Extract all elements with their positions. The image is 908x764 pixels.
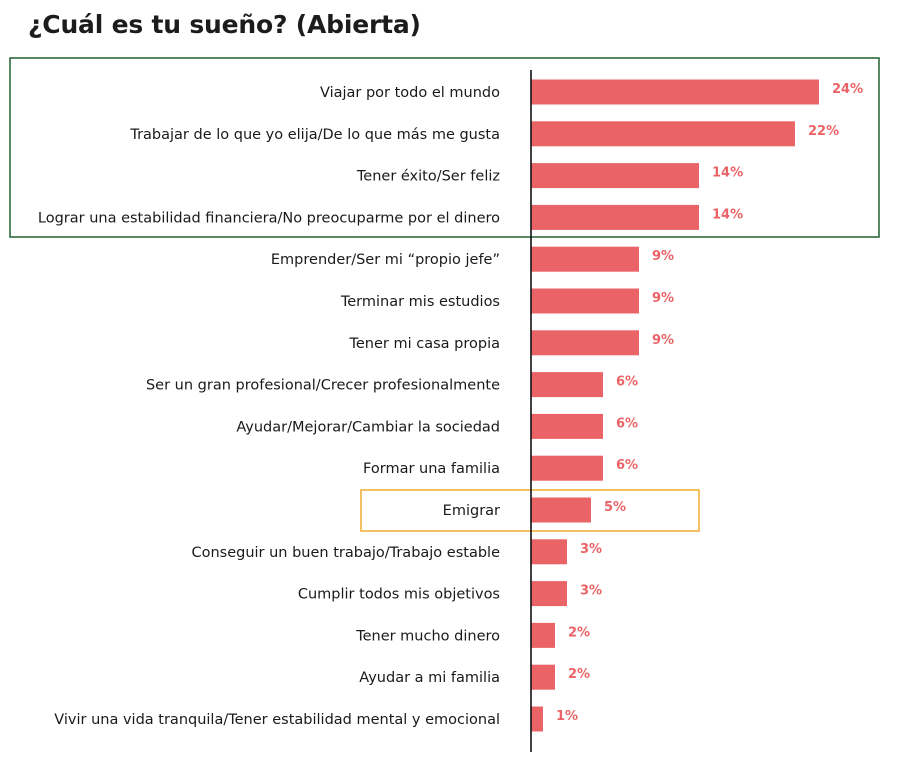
- bar: [531, 581, 567, 607]
- data-label: 9%: [652, 333, 674, 348]
- category-label: Tener mi casa propia: [348, 336, 500, 352]
- bar: [531, 706, 543, 732]
- category-label: Emigrar: [443, 503, 500, 519]
- bar: [531, 455, 603, 481]
- data-label: 5%: [604, 500, 626, 515]
- highlight-boxes: [9, 57, 880, 532]
- value-labels: 24% 22% 14% 14% 9% 9% 9% 6% 6% 6% 5% 3% 3% 2% 2% 1%: [556, 82, 863, 724]
- highlight-box: [9, 57, 880, 238]
- category-label: Terminar mis estudios: [340, 294, 500, 310]
- data-label: 24%: [832, 82, 863, 97]
- bar: [531, 539, 567, 565]
- bar: [531, 163, 699, 189]
- category-label: Ser un gran profesional/Crecer profesion…: [146, 378, 500, 394]
- category-label: Lograr una estabilidad financiera/No pre…: [38, 210, 500, 226]
- data-label: 3%: [580, 584, 602, 599]
- category-label: Ayudar a mi familia: [359, 670, 500, 686]
- chart-title: ¿Cuál es tu sueño? (Abierta): [28, 10, 421, 39]
- data-label: 14%: [712, 207, 743, 222]
- category-label: Tener éxito/Ser feliz: [356, 169, 500, 185]
- bar: [531, 121, 795, 147]
- data-label: 3%: [580, 542, 602, 557]
- data-label: 2%: [568, 625, 590, 640]
- bars: [531, 79, 819, 732]
- category-label: Trabajar de lo que yo elija/De lo que má…: [129, 127, 500, 143]
- data-label: 6%: [616, 458, 638, 473]
- category-label: Emprender/Ser mi “propio jefe”: [271, 252, 500, 268]
- data-label: 6%: [616, 416, 638, 431]
- bar: [531, 372, 603, 398]
- bar: [531, 330, 639, 356]
- data-label: 9%: [652, 291, 674, 306]
- data-label: 9%: [652, 249, 674, 264]
- category-label: Vivir una vida tranquila/Tener estabilid…: [54, 712, 500, 728]
- category-labels: Viajar por todo el mundo Trabajar de lo q…: [38, 85, 500, 728]
- bar: [531, 413, 603, 439]
- data-label: 1%: [556, 709, 578, 724]
- bar: [531, 497, 591, 523]
- data-label: 14%: [712, 166, 743, 181]
- category-label: Tener mucho dinero: [355, 628, 500, 644]
- bar: [531, 664, 555, 690]
- data-label: 6%: [616, 375, 638, 390]
- bar: [531, 204, 699, 230]
- bar: [531, 288, 639, 314]
- category-label: Conseguir un buen trabajo/Trabajo establ…: [191, 545, 500, 561]
- data-label: 22%: [808, 124, 839, 139]
- bar: [531, 246, 639, 272]
- bar: [531, 622, 555, 648]
- bar: [531, 79, 819, 105]
- category-label: Formar una familia: [363, 461, 500, 477]
- highlight-box: [360, 489, 700, 532]
- category-label: Viajar por todo el mundo: [320, 85, 500, 101]
- data-label: 2%: [568, 667, 590, 682]
- category-label: Cumplir todos mis objetivos: [298, 587, 500, 603]
- category-label: Ayudar/Mejorar/Cambiar la sociedad: [236, 419, 500, 435]
